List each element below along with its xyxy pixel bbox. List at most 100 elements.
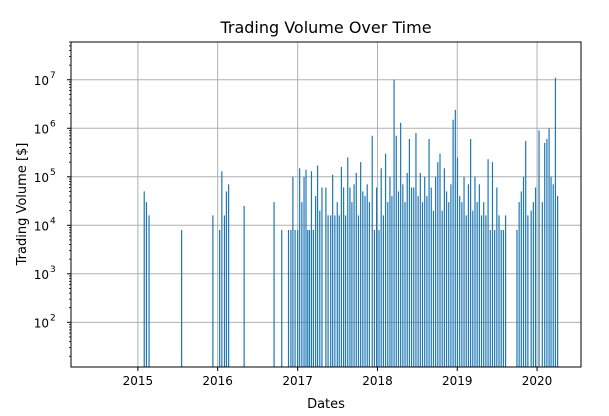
y-tick-exponent: 2: [50, 313, 56, 323]
volume-bar: [483, 202, 485, 367]
volume-bar: [351, 202, 353, 367]
grid-lines: [71, 42, 581, 367]
volume-bar: [397, 191, 400, 367]
volume-bar: [424, 176, 426, 367]
x-axis-label: Dates: [307, 397, 345, 412]
volume-bar: [472, 210, 474, 367]
volume-bar: [334, 215, 336, 367]
volume-bar: [344, 215, 347, 367]
volume-bar: [530, 210, 532, 367]
volume-bar: [432, 210, 435, 367]
volume-bar: [516, 230, 518, 367]
volume-bar: [496, 187, 498, 367]
volume-bar: [371, 135, 373, 367]
volume-bar: [463, 176, 465, 367]
volume-bar: [319, 210, 321, 367]
volume-bar: [454, 109, 456, 367]
y-tick-base: 10: [34, 171, 49, 185]
volume-bar: [554, 77, 557, 368]
volume-bar: [476, 202, 478, 367]
volume-bar: [325, 187, 327, 367]
volume-bar: [413, 187, 415, 367]
volume-bar: [305, 169, 307, 367]
volume-bar: [395, 135, 397, 367]
y-tick-label: 10: [34, 316, 49, 330]
volume-bar: [225, 191, 228, 367]
volume-bar: [327, 215, 329, 367]
volume-bar: [522, 176, 525, 367]
volume-bar: [470, 139, 472, 367]
volume-bar: [294, 230, 296, 367]
volume-bar: [456, 157, 459, 367]
volume-bar: [489, 230, 491, 367]
y-tick-base: 10: [34, 219, 49, 233]
volume-bar: [315, 196, 317, 367]
volume-bar: [312, 230, 315, 367]
y-tick-exponent: 6: [50, 119, 56, 129]
x-tick-label: 2019: [442, 374, 473, 388]
volume-bar: [552, 184, 554, 367]
volume-bar: [393, 79, 395, 367]
volume-bar: [404, 202, 406, 367]
volume-bar: [321, 187, 323, 367]
volume-bar: [364, 196, 366, 367]
volume-bar: [389, 176, 391, 367]
volume-bar: [340, 166, 343, 367]
y-tick-label: 10: [34, 122, 49, 136]
volume-bar: [336, 202, 338, 367]
volume-bar: [439, 153, 441, 367]
volume-bar: [408, 139, 410, 367]
volume-bar: [223, 215, 226, 367]
y-axis-label: Trading Volume [$]: [15, 143, 30, 267]
y-tick-label: 10: [34, 74, 49, 88]
volume-bar: [450, 184, 452, 367]
x-tick-label: 2017: [282, 374, 313, 388]
volume-bar: [437, 162, 439, 367]
y-tick-label: 10: [34, 171, 49, 185]
volume-bar: [480, 215, 483, 367]
volume-bar: [452, 119, 454, 367]
volume-bar: [307, 230, 309, 367]
volume-bar: [544, 142, 546, 367]
y-tick-base: 10: [34, 316, 49, 330]
volume-bar: [228, 184, 230, 367]
volume-bar: [273, 202, 275, 367]
y-tick-base: 10: [34, 122, 49, 136]
volume-bar: [292, 176, 294, 367]
y-tick-exponent: 7: [50, 71, 56, 81]
x-tick-label: 2020: [522, 374, 553, 388]
volume-bar: [281, 230, 283, 367]
volume-bar: [338, 215, 340, 367]
y-tick-base: 10: [34, 268, 49, 282]
volume-bar: [520, 191, 522, 367]
volume-bar: [527, 215, 529, 367]
volume-bar: [143, 191, 145, 367]
volume-bar: [362, 191, 364, 367]
volume-bar: [491, 162, 494, 367]
y-tick-exponent: 4: [50, 216, 56, 226]
volume-bar: [474, 176, 476, 367]
volume-bar: [406, 172, 408, 367]
volume-bar: [299, 168, 301, 367]
volume-bar: [243, 205, 245, 367]
volume-bar: [541, 202, 543, 367]
x-tick-label: 2018: [362, 374, 393, 388]
volume-bar: [387, 202, 389, 367]
volume-bar: [443, 168, 445, 367]
volume-bar: [430, 187, 432, 367]
volume-bar: [310, 171, 313, 367]
volume-bar: [181, 230, 183, 367]
volume-bar: [145, 202, 148, 367]
volume-bar: [459, 196, 461, 367]
volume-bar: [534, 187, 537, 367]
volume-bar: [308, 230, 311, 367]
volume-bar: [287, 230, 290, 367]
volume-bar: [550, 176, 552, 367]
volume-bar: [500, 230, 502, 367]
y-tick-exponent: 5: [50, 168, 56, 178]
volume-bar: [148, 215, 150, 367]
volume-bar: [467, 184, 470, 367]
volume-bar: [360, 162, 362, 367]
volume-bar: [391, 196, 393, 367]
